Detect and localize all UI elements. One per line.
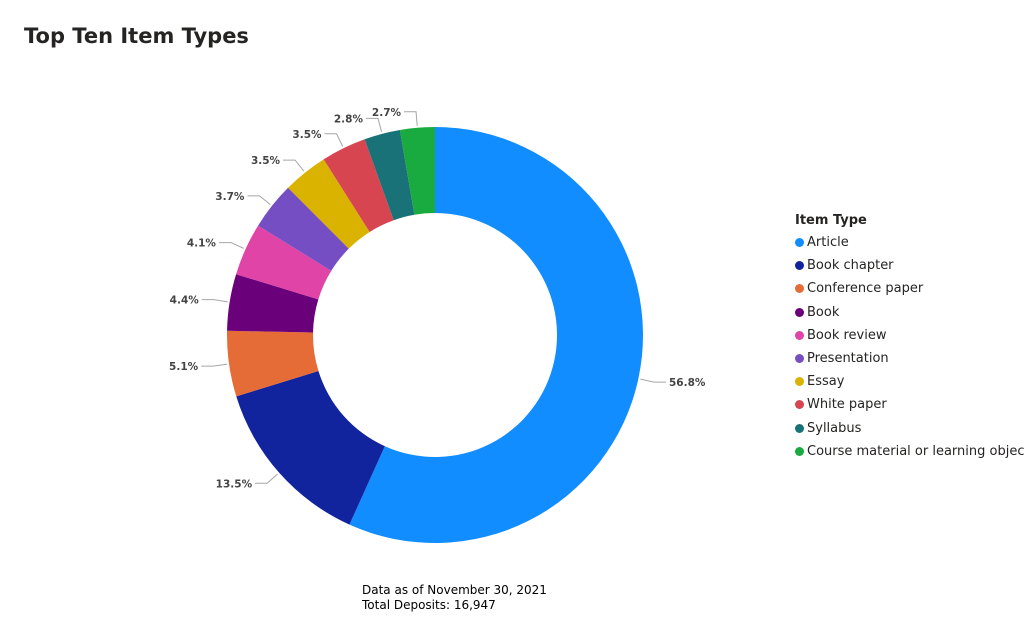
leader-line-white-paper [324,133,344,147]
leader-line-article [640,378,666,383]
legend-label: Book review [807,327,887,343]
data-label-presentation: 3.7% [215,191,245,203]
leader-line-course-material-or-learning-objects [404,111,418,126]
slice-article[interactable] [349,127,643,543]
data-label-article: 56.8% [669,377,706,389]
legend-item-book-review[interactable]: Book review [795,324,1024,347]
legend-marker-dot [795,330,804,340]
data-label-conference-paper: 5.1% [169,361,199,373]
slice-syllabus[interactable] [364,129,415,221]
chart-title: Top Ten Item Types [24,24,249,48]
legend-label: Book chapter [807,258,894,274]
legend-marker-dot [795,377,804,387]
data-date-note: Data as of November 30, 2021 [362,583,547,597]
legend-label: Essay [807,374,845,390]
slice-presentation[interactable] [258,187,349,271]
legend-marker-dot [795,284,804,294]
legend-item-essay[interactable]: Essay [795,370,1024,393]
legend-label: Conference paper [807,281,924,297]
slice-book-chapter[interactable] [236,371,385,525]
leader-line-book-review [218,242,244,249]
data-label-book: 4.4% [170,295,200,307]
data-label-syllabus: 2.8% [334,113,364,125]
data-label-essay: 3.5% [251,155,281,167]
leader-line-syllabus [365,117,383,133]
legend-marker-dot [795,400,804,410]
legend-label: Course material or learning objects [807,443,1024,459]
leader-line-conference-paper [201,363,228,367]
legend-item-conference-paper[interactable]: Conference paper [795,277,1024,300]
legend-item-book-chapter[interactable]: Book chapter [795,254,1024,277]
data-label-book-chapter: 13.5% [216,478,253,490]
legend-marker-dot [795,354,804,364]
slice-book-review[interactable] [236,225,332,300]
data-label-white-paper: 3.5% [292,129,322,141]
legend-title: Item Type [795,213,867,228]
legend-item-white-paper[interactable]: White paper [795,393,1024,416]
legend-item-presentation[interactable]: Presentation [795,347,1024,370]
legend-label: Syllabus [807,420,862,436]
total-deposits-note: Total Deposits: 16,947 [362,598,496,612]
legend-marker-dot [795,446,804,456]
legend-label: Book [807,304,840,320]
footnote: Data as of November 30, 2021 Total Depos… [362,583,547,613]
legend-item-course-material-or-learning-objects[interactable]: Course material or learning objects [795,440,1024,463]
legend-label: Presentation [807,351,889,367]
legend-item-article[interactable]: Article [795,231,1024,254]
legend-marker-dot [795,238,804,248]
legend-label: Article [807,235,849,251]
leader-line-book [201,299,228,303]
legend: Item Type Article Book chapter Conference … [795,211,1024,463]
data-label-book-review: 4.1% [187,238,217,250]
slice-essay[interactable] [288,159,370,249]
legend-item-book[interactable]: Book [795,301,1024,324]
slice-course-material-or-learning-objects[interactable] [399,127,435,215]
slice-white-paper[interactable] [323,139,394,232]
legend-marker-dot [795,307,804,317]
slice-conference-paper[interactable] [227,330,319,397]
legend-item-syllabus[interactable]: Syllabus [795,417,1024,440]
legend-marker-dot [795,423,804,433]
legend-label: White paper [807,397,887,413]
leader-line-presentation [247,195,271,205]
data-label-course-material-or-learning-objects: 2.7% [372,107,402,119]
legend-marker-dot [795,261,804,271]
leader-line-essay [283,159,305,172]
slice-book[interactable] [227,274,319,333]
leader-line-book-chapter [255,473,278,484]
